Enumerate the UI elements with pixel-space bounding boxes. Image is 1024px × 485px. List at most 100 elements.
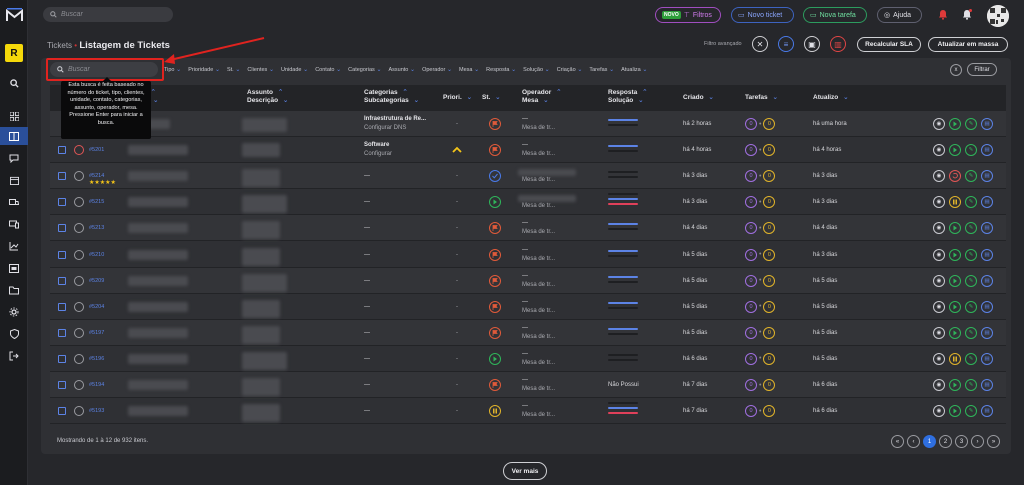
task-open-counter[interactable]: 0 [745,405,757,418]
table-row[interactable]: #5209 --- - --- Mesa de tr... há 5 dias 0 • 0 há … [50,267,1006,294]
status-flag-icon[interactable] [489,248,501,261]
table-row[interactable]: #5204 --- - --- Mesa de tr... há 5 dias 0 • 0 há … [50,294,1006,320]
table-row[interactable]: #5197 --- - --- Mesa de tr... há 5 dias 0 • 0 há … [50,319,1006,346]
page-nav-button[interactable]: « [891,435,904,448]
task-pending-counter[interactable]: 0 [763,405,776,418]
archive-icon[interactable]: ▤ [981,118,993,130]
filter-chip-tarefas[interactable]: Tarefas [589,66,614,73]
devices-icon[interactable] [8,218,20,230]
status-flag-icon[interactable] [489,144,501,157]
col-categorias[interactable]: Categorias ⌃ Subcategorias ⌄ [364,89,420,104]
ticket-id-link[interactable]: #5196 [89,355,105,362]
page-button-2[interactable]: 2 [939,435,952,448]
table-row[interactable]: #5215 --- - Mesa de tr... há 3 dias 0 • 0 há 3 d… [50,189,1006,216]
edit-pencil-icon[interactable]: ✎ [965,144,977,157]
filter-chip-prioridade[interactable]: Prioridade [188,66,220,73]
task-pending-counter[interactable]: 0 [763,222,776,235]
edit-pencil-icon[interactable]: ✎ [965,248,977,261]
atualizar-em-massa-button[interactable]: Atualizar em massa [928,37,1008,52]
ticket-id-link[interactable]: #5197 [89,329,105,336]
settings-icon[interactable] [8,306,20,318]
col-criado[interactable]: Criado ⌄ [683,94,714,101]
archive-icon[interactable]: ▤ [981,196,993,209]
archive-icon[interactable]: ▤ [981,222,993,235]
alerts-bell-icon[interactable] [962,9,972,20]
task-open-counter[interactable]: 0 [745,300,757,313]
archive-icon[interactable]: ▤ [981,144,993,157]
archive-icon[interactable]: ▤ [981,379,993,391]
ticket-id-link[interactable]: #5210 [89,251,105,258]
action-play-icon[interactable] [949,274,961,287]
action-play-icon[interactable] [949,222,961,235]
row-checkbox[interactable] [58,250,66,259]
tickets-icon[interactable] [8,130,20,142]
page-nav-button[interactable]: › [971,435,984,448]
action-play-icon[interactable] [949,118,961,130]
action-pause-icon[interactable] [949,352,961,365]
view-eye-icon[interactable]: ◉ [933,248,945,261]
action-play-icon[interactable] [949,405,961,418]
status-flag-icon[interactable] [489,274,501,287]
search-icon[interactable] [8,77,20,89]
view-eye-icon[interactable]: ◉ [933,352,945,365]
page-nav-button[interactable]: ‹ [907,435,920,448]
archive-icon[interactable]: ▤ [981,170,993,183]
new-task-button[interactable]: ▭ Nova tarefa [803,7,867,23]
global-search-input[interactable]: Buscar [43,7,173,22]
filtrar-button[interactable]: Filtrar [967,63,997,76]
action-play-icon[interactable] [949,300,961,313]
task-open-counter[interactable]: 0 [745,118,757,130]
archive-icon[interactable]: ▤ [981,300,993,313]
status-play-icon[interactable] [489,196,501,209]
account-badge[interactable]: R [5,44,23,62]
edit-pencil-icon[interactable]: ✎ [965,274,977,287]
status-flag-icon[interactable] [489,326,501,339]
task-pending-counter[interactable]: 0 [763,170,776,183]
task-pending-counter[interactable]: 0 [763,300,776,313]
ticket-search-input[interactable]: Buscar [50,62,158,77]
task-pending-counter[interactable]: 0 [763,144,776,157]
row-checkbox[interactable] [58,276,66,285]
task-open-counter[interactable]: 0 [745,379,757,391]
task-pending-counter[interactable]: 0 [763,326,776,339]
action-play-icon[interactable] [949,326,961,339]
ticket-id-link[interactable]: #5214 [89,173,105,180]
table-row[interactable]: #5201 Software Configurar --- Mesa de tr... h… [50,137,1006,164]
action-undo-icon[interactable] [949,170,961,183]
row-checkbox[interactable] [58,407,66,416]
inventory-icon[interactable] [8,262,20,274]
filter-chip-st-[interactable]: St. [227,66,240,73]
logo-icon[interactable] [6,8,23,22]
filter-chip-unidade[interactable]: Unidade [281,66,308,73]
col-prioridade[interactable]: Priori. ⌄ [443,94,473,101]
filter-chip-operador[interactable]: Operador [422,66,452,73]
task-open-counter[interactable]: 0 [745,248,757,261]
col-atualizo[interactable]: Atualizo ⌄ [813,94,849,101]
user-avatar[interactable] [987,5,1009,27]
view-eye-icon[interactable]: ◉ [933,274,945,287]
col-assunto[interactable]: Assunto ⌃ Descrição ⌄ [247,89,289,104]
edit-pencil-icon[interactable]: ✎ [965,118,977,130]
status-flag-icon[interactable] [489,118,501,130]
filter-chip-clientes[interactable]: Clientes [247,66,274,73]
archive-icon[interactable]: ▤ [981,326,993,339]
ticket-id-link[interactable]: #5193 [89,408,105,415]
view-eye-icon[interactable]: ◉ [933,144,945,157]
clear-filters-button[interactable]: x [950,64,962,76]
status-check-icon[interactable] [489,170,501,183]
task-open-counter[interactable]: 0 [745,352,757,365]
breadcrumb-root[interactable]: Tickets [47,41,73,50]
filter-chip-cria-o[interactable]: Criação [557,66,583,73]
filter-chip-contato[interactable]: Contato [315,66,341,73]
edit-pencil-icon[interactable]: ✎ [965,300,977,313]
task-pending-counter[interactable]: 0 [763,248,776,261]
task-open-counter[interactable]: 0 [745,170,757,183]
edit-pencil-icon[interactable]: ✎ [965,326,977,339]
action-play-icon[interactable] [949,379,961,391]
view-eye-icon[interactable]: ◉ [933,170,945,183]
table-row[interactable]: #5194 --- - --- Mesa de tr... Não Possui há 7 … [50,372,1006,398]
status-flag-icon[interactable] [489,379,501,391]
archive-icon[interactable]: ▤ [981,352,993,365]
filter-chip-mesa[interactable]: Mesa [459,66,479,73]
task-open-counter[interactable]: 0 [745,196,757,209]
